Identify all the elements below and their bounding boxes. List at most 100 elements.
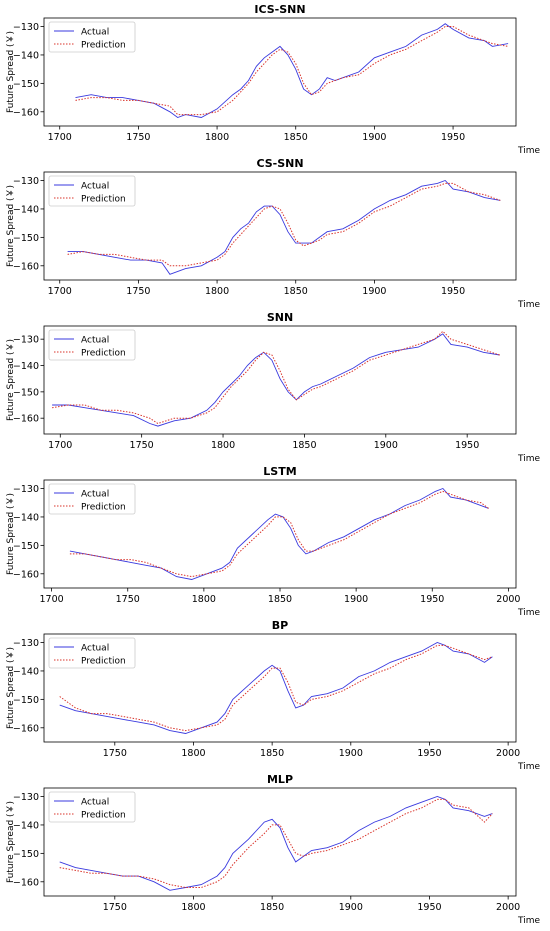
x-tick-label: 1950 [417,902,441,913]
legend-label: Prediction [81,194,126,204]
y-tick-label: −130 [13,176,39,187]
y-axis-label: Future Spread (￥) [6,801,16,883]
legend-label: Actual [81,797,109,807]
y-tick-label: −140 [13,512,39,523]
series-line-prediction [75,26,509,116]
x-tick-label: 1700 [48,286,72,297]
x-tick-label: 1900 [362,286,386,297]
x-tick-label: 1750 [126,132,150,143]
y-tick-label: −130 [13,335,39,346]
y-tick-label: −130 [13,484,39,495]
x-tick-label: 1850 [260,902,284,913]
chart-title: ICS-SNN [254,3,305,16]
x-tick-label: 1700 [48,440,72,451]
x-tick-label: 1950 [455,440,479,451]
legend: Actual Prediction [48,483,136,515]
chart-title: SNN [267,311,293,324]
y-tick-label: −150 [13,79,39,90]
y-tick-label: −160 [13,107,39,118]
series-line-actual [69,487,489,580]
y-tick-label: −140 [13,666,39,677]
y-tick-label: −160 [13,414,39,425]
x-tick-label: 1950 [441,132,465,143]
subplot: SNN Future Spread (￥) Time 1700 1750 1800 1850… [6,311,540,464]
legend-label: Actual [81,489,109,499]
x-tick-label: 1850 [284,132,308,143]
x-axis-label: Time [517,454,540,464]
legend-label: Prediction [81,40,126,50]
x-axis-label: Time [517,300,540,310]
x-tick-label: 1900 [344,594,368,605]
legend-label: Actual [81,181,109,191]
series-line-prediction [52,330,500,425]
y-tick-label: −160 [13,723,39,734]
x-tick-label: 1800 [205,286,229,297]
series-line-prediction [69,490,489,578]
x-tick-label: 2000 [496,748,520,759]
x-tick-label: 1900 [374,440,398,451]
y-tick-label: −160 [13,877,39,888]
x-tick-label: 1700 [40,594,64,605]
y-tick-label: −150 [13,695,39,706]
subplot: MLP Future Spread (￥) Time 1750 1800 1850 1900… [6,773,540,926]
x-axis-label: Time [517,146,540,156]
chart-title: LSTM [263,465,296,478]
x-tick-label: 1750 [126,286,150,297]
legend: Actual Prediction [48,329,136,361]
x-axis-label: Time [517,762,540,772]
legend-label: Prediction [81,348,126,358]
x-tick-label: 1800 [181,902,205,913]
x-axis-label: Time [517,916,540,926]
x-tick-label: 1850 [284,286,308,297]
y-tick-label: −150 [13,387,39,398]
chart-title: CS-SNN [256,157,303,170]
x-tick-label: 2000 [496,902,520,913]
y-tick-label: −150 [13,849,39,860]
x-tick-label: 1900 [362,132,386,143]
plot-frame [43,787,517,897]
series-line-actual [67,179,501,275]
chart-title: MLP [267,773,293,786]
y-tick-label: −130 [13,792,39,803]
plot-frame [43,633,517,743]
y-tick-label: −160 [13,569,39,580]
subplot: CS-SNN Future Spread (￥) Time 1700 1750 1800 1… [6,157,540,310]
x-tick-label: 1800 [205,132,229,143]
legend: Actual Prediction [48,791,136,823]
y-tick-label: −140 [13,820,39,831]
x-tick-label: 1900 [339,748,363,759]
y-tick-label: −130 [13,22,39,33]
subplot: BP Future Spread (￥) Time 1750 1800 1850 1900 1… [6,619,540,772]
y-axis-label: Future Spread (￥) [6,647,16,729]
x-tick-label: 1800 [181,748,205,759]
y-tick-label: −160 [13,261,39,272]
x-tick-label: 1950 [417,748,441,759]
x-tick-label: 1800 [211,440,235,451]
legend: Actual Prediction [48,21,136,53]
x-tick-label: 1850 [292,440,316,451]
plot-frame [43,171,517,281]
series-line-actual [59,796,493,891]
y-tick-label: −140 [13,204,39,215]
legend-label: Prediction [81,502,126,512]
y-axis-label: Future Spread (￥) [6,339,16,421]
x-tick-label: 1700 [48,132,72,143]
x-tick-label: 1850 [260,748,284,759]
x-tick-label: 1750 [103,902,127,913]
x-tick-label: 1750 [130,440,154,451]
legend-label: Actual [81,27,109,37]
x-tick-label: 1950 [420,594,444,605]
y-tick-label: −140 [13,361,39,372]
legend: Actual Prediction [48,175,136,207]
y-tick-label: −150 [13,541,39,552]
x-tick-label: 1850 [268,594,292,605]
x-tick-label: 1950 [441,286,465,297]
x-axis-label: Time [517,608,540,618]
series-line-prediction [59,798,493,888]
subplot: ICS-SNN Future Spread (￥) Time 1700 1750 1800… [6,3,540,156]
y-tick-label: −140 [13,50,39,61]
series-line-actual [75,23,509,119]
y-tick-label: −150 [13,233,39,244]
